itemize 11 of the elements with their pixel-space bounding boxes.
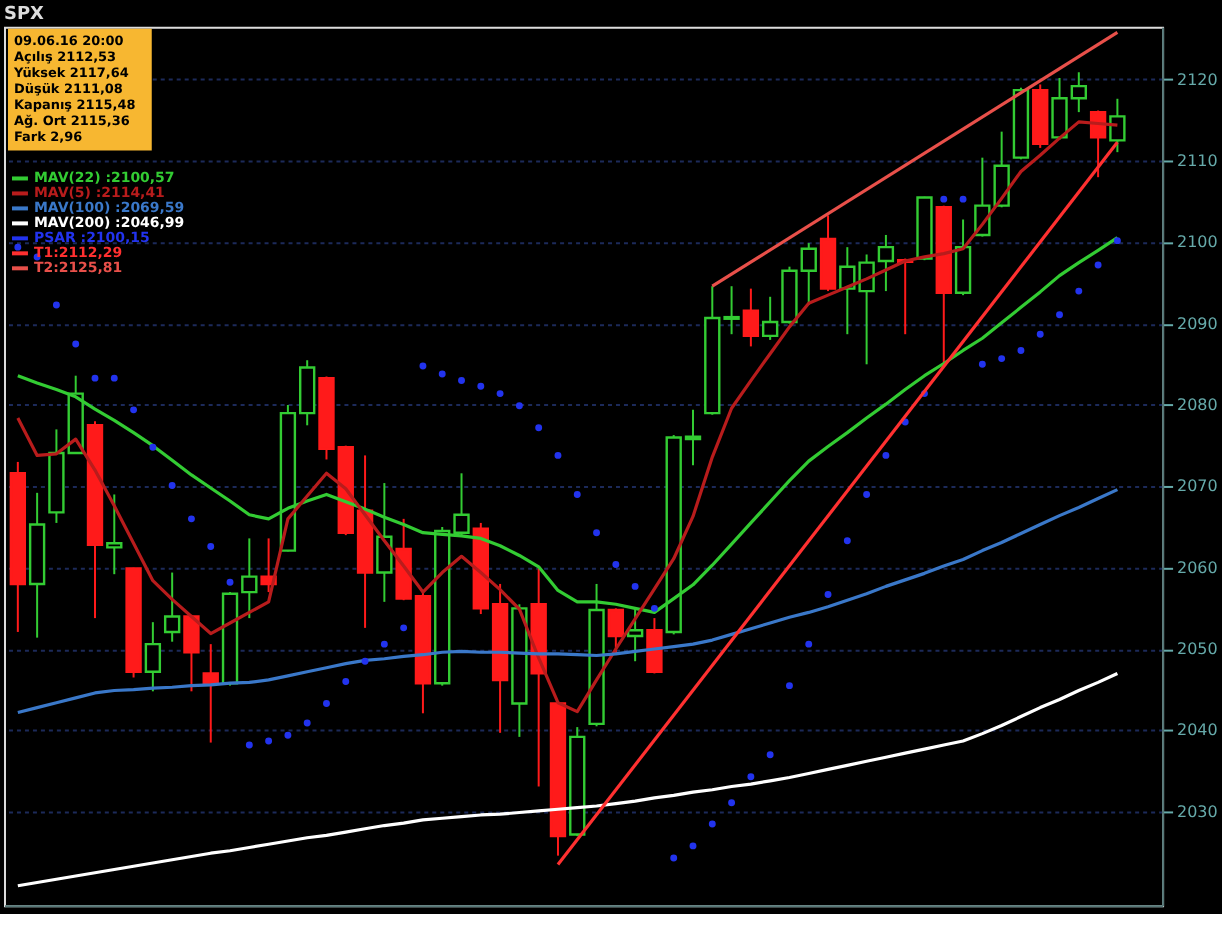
y-tick-label: 2030 bbox=[1177, 802, 1218, 821]
y-tick-label: 2040 bbox=[1177, 721, 1218, 740]
y-tick-label: 2060 bbox=[1177, 558, 1218, 577]
y-tick-label: 2070 bbox=[1177, 477, 1218, 496]
y-tick-label: 2090 bbox=[1177, 314, 1218, 333]
chart-title: SPX bbox=[3, 4, 45, 25]
y-tick-label: 2050 bbox=[1177, 640, 1218, 659]
y-tick-label: 2100 bbox=[1177, 233, 1218, 252]
y-tick-label: 2080 bbox=[1177, 395, 1218, 414]
y-tick-label: 2120 bbox=[1177, 70, 1218, 89]
y-tick-label: 2110 bbox=[1177, 151, 1218, 170]
